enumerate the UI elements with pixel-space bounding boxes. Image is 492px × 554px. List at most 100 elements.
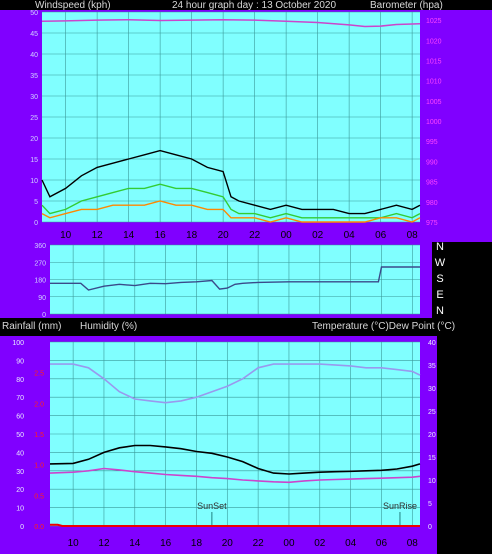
temperature-tick-label: 30: [428, 386, 436, 393]
barometer-tick-label: 1015: [426, 58, 442, 65]
barometer-tick-label: 980: [426, 200, 438, 207]
humidity-tick-label: 10: [16, 506, 24, 513]
compass-label: E: [436, 289, 443, 301]
time-tick-label: 12: [98, 538, 110, 549]
barometer-tick-label: 1020: [426, 38, 442, 45]
direction-tick-label: 180: [34, 278, 46, 285]
rainfall-tick-label: 0.5: [34, 493, 44, 500]
time-tick-label: 22: [253, 538, 265, 549]
windspeed-tick-label: 40: [30, 52, 38, 59]
humidity-tick-label: 90: [16, 358, 24, 365]
climate-series-2: [49, 467, 421, 484]
time-tick-label: 08: [407, 230, 419, 241]
direction-tick-label: 90: [38, 295, 46, 302]
direction-tick-label: 270: [34, 260, 46, 267]
time-tick-label: 12: [92, 230, 104, 241]
temperature-tick-label: 10: [428, 478, 436, 485]
barometer-tick-label: 1000: [426, 119, 442, 126]
rainfall-tick-label: 1.0: [34, 463, 44, 470]
humidity-tick-label: 80: [16, 377, 24, 384]
compass-label: N: [436, 305, 444, 317]
time-tick-label: 14: [123, 230, 135, 241]
time-tick-label: 06: [375, 230, 387, 241]
direction-series-0: [50, 266, 420, 291]
barometer-tick-label: 1010: [426, 79, 442, 86]
time-tick-label: 04: [345, 538, 357, 549]
barometer-tick-label: 995: [426, 139, 438, 146]
temperature-tick-label: 15: [428, 455, 436, 462]
chart-title: 24 hour graph day : 13 October 2020: [172, 0, 337, 11]
time-tick-label: 06: [376, 538, 388, 549]
time-tick-label: 22: [249, 230, 261, 241]
rainfall-tick-label: 1.5: [34, 432, 44, 439]
climate-series-0: [50, 363, 421, 404]
humidity-tick-label: 70: [16, 395, 24, 402]
compass-label: S: [436, 273, 443, 285]
barometer-tick-label: 975: [426, 220, 438, 227]
compass-label: N: [436, 241, 444, 253]
rainfall-tick-label: 2.0: [34, 401, 44, 408]
direction-tick-label: 360: [34, 243, 46, 250]
time-tick-label: 20: [222, 538, 234, 549]
time-tick-label: 18: [191, 538, 203, 549]
climate-series-3: [50, 523, 420, 527]
time-tick-label: 20: [218, 230, 230, 241]
temperature-tick-label: 0: [428, 524, 432, 531]
windspeed-tick-label: 15: [30, 157, 38, 164]
time-tick-label: 10: [68, 538, 80, 549]
windspeed-tick-label: 50: [30, 10, 38, 17]
windspeed-series-1: [41, 149, 421, 215]
humidity-tick-label: 60: [16, 414, 24, 421]
time-tick-label: 14: [129, 538, 141, 549]
humidity-tick-label: 100: [12, 340, 24, 347]
windspeed-tick-label: 0: [34, 220, 38, 227]
rainfall-axis-label: Rainfall (mm): [2, 321, 62, 332]
windspeed-series-3: [41, 200, 421, 223]
windspeed-tick-label: 30: [30, 94, 38, 101]
windspeed-axis-label: Windspeed (kph): [35, 0, 111, 11]
time-tick-label: 00: [281, 230, 293, 241]
temperature-tick-label: 40: [428, 340, 436, 347]
time-tick-label: 04: [344, 230, 356, 241]
time-tick-label: 16: [160, 538, 172, 549]
temperature-tick-label: 35: [428, 363, 436, 370]
time-tick-label: 02: [314, 538, 326, 549]
time-tick-label: 10: [60, 230, 72, 241]
windspeed-tick-label: 20: [30, 136, 38, 143]
temperature-tick-label: 25: [428, 409, 436, 416]
windspeed-tick-label: 10: [30, 178, 38, 185]
direction-tick-label: 0: [42, 312, 46, 319]
temperature-tick-label: 5: [428, 501, 432, 508]
rainfall-tick-label: 2.5: [34, 371, 44, 378]
barometer-tick-label: 1025: [426, 18, 442, 25]
windspeed-tick-label: 35: [30, 73, 38, 80]
time-tick-label: 02: [312, 230, 324, 241]
sun-annotation: SunSet: [197, 501, 227, 511]
time-tick-label: 18: [186, 230, 198, 241]
humidity-tick-label: 50: [16, 432, 24, 439]
windspeed-series-0: [41, 18, 421, 28]
windspeed-series-2: [41, 183, 421, 219]
time-tick-label: 08: [407, 538, 419, 549]
time-tick-label: 00: [283, 538, 295, 549]
rainfall-tick-label: 0.0: [34, 524, 44, 531]
temperature-axis-label: Temperature (°C)Dew Point (°C): [312, 321, 456, 332]
sun-annotation: SunRise: [383, 501, 417, 511]
barometer-tick-label: 990: [426, 159, 438, 166]
windspeed-tick-label: 25: [30, 115, 38, 122]
climate-series-1: [49, 444, 421, 475]
humidity-tick-label: 0: [20, 524, 24, 531]
barometer-axis-label: Barometer (hpa): [370, 0, 443, 11]
humidity-tick-label: 20: [16, 487, 24, 494]
windspeed-tick-label: 45: [30, 31, 38, 38]
compass-label: W: [435, 257, 446, 269]
humidity-tick-label: 40: [16, 450, 24, 457]
temperature-tick-label: 20: [428, 432, 436, 439]
barometer-tick-label: 1005: [426, 99, 442, 106]
barometer-tick-label: 985: [426, 180, 438, 187]
time-tick-label: 16: [155, 230, 167, 241]
humidity-axis-label: Humidity (%): [80, 321, 138, 332]
windspeed-tick-label: 5: [34, 199, 38, 206]
humidity-tick-label: 30: [16, 469, 24, 476]
